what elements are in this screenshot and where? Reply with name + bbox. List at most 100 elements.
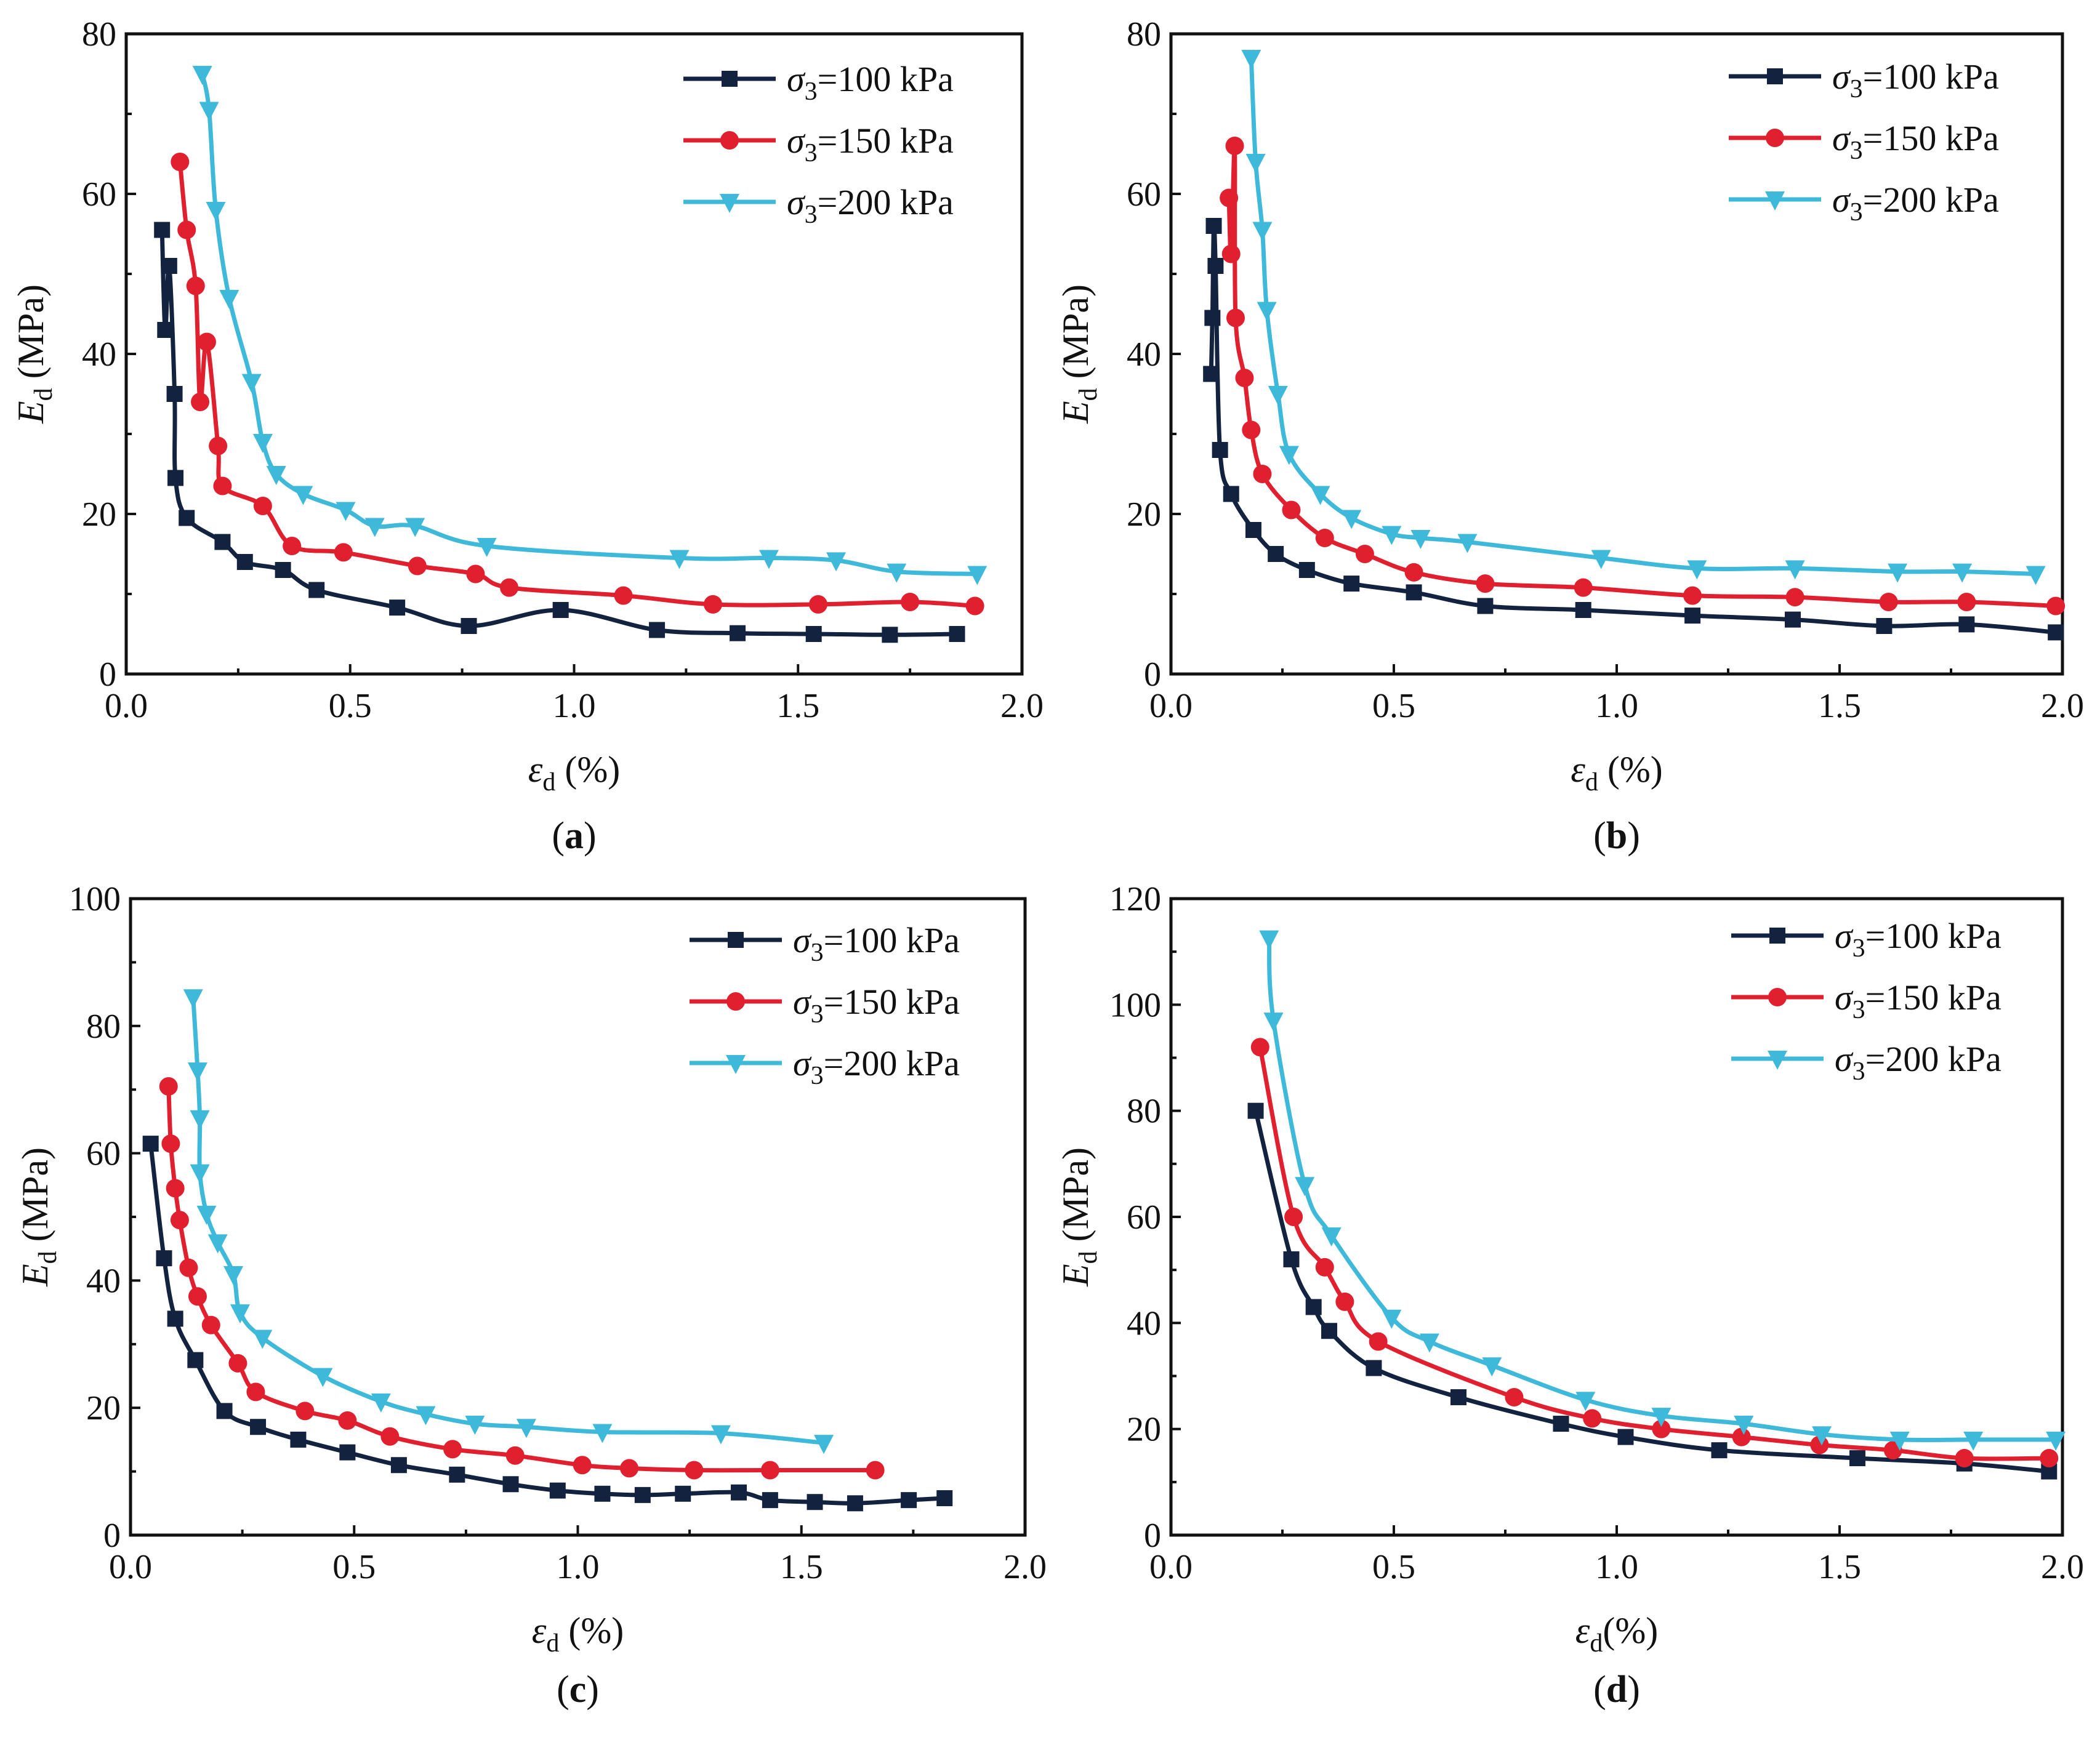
data-point — [1223, 486, 1239, 502]
y-axis-title: Ed (MPa) — [1055, 284, 1103, 424]
data-point — [807, 1494, 823, 1510]
data-point — [171, 153, 190, 171]
x-tick-label: 1.5 — [1818, 1548, 1861, 1586]
x-tick-label: 0.0 — [105, 687, 148, 725]
legend-marker — [1767, 68, 1783, 84]
data-point — [477, 538, 497, 557]
series-s100 — [1247, 1102, 2058, 1480]
y-tick-label: 80 — [1127, 1093, 1161, 1131]
data-point — [338, 1411, 357, 1430]
data-point — [1253, 465, 1272, 483]
data-point — [207, 1234, 228, 1254]
data-point — [1410, 530, 1431, 549]
data-point — [1477, 598, 1494, 614]
data-point — [179, 1258, 198, 1277]
data-point — [1298, 562, 1315, 578]
data-point — [187, 1062, 207, 1082]
data-point — [1343, 576, 1360, 592]
data-point — [1785, 560, 1805, 580]
data-point — [1505, 1387, 1524, 1406]
data-point — [649, 622, 666, 638]
data-point — [154, 222, 171, 238]
data-point — [1284, 1208, 1303, 1226]
data-point — [213, 476, 232, 495]
x-tick-label: 0.5 — [329, 687, 372, 725]
data-point — [1617, 1429, 1634, 1445]
data-point — [1952, 563, 1973, 583]
data-point — [1226, 308, 1245, 327]
panel-label: (b) — [1593, 815, 1640, 857]
legend-label: σ3=200 kPa — [787, 182, 954, 229]
x-tick-label: 2.0 — [1000, 687, 1044, 725]
data-point — [614, 586, 633, 605]
data-point — [967, 566, 988, 585]
data-point — [1268, 386, 1288, 405]
data-point — [1687, 560, 1707, 580]
legend-entry: σ3=150 kPa — [1731, 977, 2001, 1024]
y-tick-label: 100 — [69, 880, 121, 918]
data-point — [1321, 1227, 1342, 1247]
data-point — [1482, 1357, 1502, 1377]
legend-entry: σ3=150 kPa — [690, 982, 960, 1029]
data-point — [1335, 1292, 1354, 1311]
y-tick-label: 80 — [82, 15, 116, 54]
data-point — [1958, 616, 1975, 633]
data-point — [1235, 369, 1254, 387]
legend-marker — [1769, 928, 1785, 944]
data-point — [1651, 1408, 1672, 1427]
data-point — [166, 386, 183, 402]
data-point — [252, 1330, 273, 1349]
legend-entry: σ3=200 kPa — [1731, 1039, 2001, 1086]
data-point — [313, 1368, 333, 1387]
data-point — [685, 1461, 704, 1480]
panel-label: (a) — [552, 815, 596, 857]
data-point — [1295, 1177, 1315, 1197]
x-tick-label: 1.0 — [557, 1548, 600, 1586]
data-point — [1406, 584, 1422, 601]
x-tick-label: 0.5 — [1372, 1548, 1415, 1586]
legend-marker — [726, 1055, 746, 1074]
legend-label: σ3=100 kPa — [1835, 916, 2001, 963]
data-point — [1241, 50, 1261, 69]
x-tick-label: 2.0 — [2041, 1548, 2084, 1586]
x-tick-label: 0.0 — [1149, 687, 1193, 725]
chart-panel-b: 0.0 0.5 1.0 1.5 2.0 0 20 40 60 80 εd (%) Ed (MPa) σ3… — [1055, 15, 2084, 857]
series-line — [1253, 1109, 2051, 1474]
legend-marker — [1765, 191, 1785, 211]
data-point — [380, 1427, 400, 1446]
data-point — [1404, 563, 1423, 582]
data-point — [552, 602, 569, 618]
legend-label: σ3=100 kPa — [793, 920, 960, 967]
series-line — [1258, 1045, 2051, 1461]
data-point — [236, 554, 253, 570]
series-line — [177, 159, 978, 608]
data-point — [901, 593, 920, 611]
y-tick-label: 60 — [86, 1135, 121, 1173]
x-axis-title: εd (%) — [1571, 749, 1663, 796]
data-point — [1575, 602, 1591, 618]
data-point — [191, 393, 210, 411]
data-point — [1591, 550, 1611, 569]
data-point — [199, 102, 219, 121]
data-point — [364, 518, 385, 537]
x-axis-title: εd(%) — [1575, 1610, 1659, 1658]
legend-label: σ3=200 kPa — [793, 1043, 960, 1090]
data-point — [1812, 1426, 1832, 1446]
data-point — [1207, 258, 1224, 274]
y-axis-title: Ed (MPa) — [1055, 1147, 1103, 1287]
x-tick-label: 1.5 — [780, 1548, 823, 1586]
data-point — [1366, 1360, 1382, 1376]
legend-entry: σ3=150 kPa — [1729, 118, 1999, 165]
legend-marker — [720, 131, 739, 150]
y-axis-title: Ed (MPa) — [15, 1147, 62, 1287]
data-point — [1242, 420, 1261, 439]
data-point — [192, 66, 212, 85]
y-tick-label: 60 — [1127, 175, 1161, 214]
data-point — [157, 322, 174, 338]
series-s150 — [1220, 137, 2066, 616]
series-s100 — [154, 222, 965, 643]
data-point — [161, 1134, 180, 1153]
data-point — [1879, 593, 1898, 611]
data-point — [170, 1211, 189, 1230]
